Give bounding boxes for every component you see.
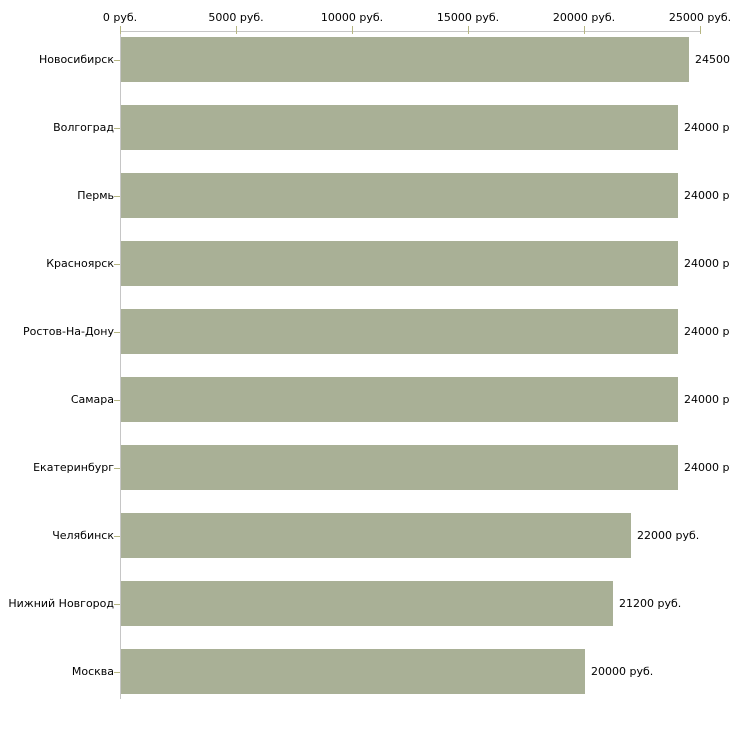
x-axis-tick [120, 26, 121, 34]
value-label: 24000 руб. [684, 461, 730, 474]
value-label: 24000 руб. [684, 393, 730, 406]
bar [121, 37, 689, 82]
bar [121, 309, 678, 354]
category-label: Красноярск [46, 257, 114, 270]
value-label: 20000 руб. [591, 665, 654, 678]
x-axis-tick-label: 25000 руб. [668, 11, 730, 24]
category-label: Нижний Новгород [8, 597, 114, 610]
category-label: Новосибирск [38, 53, 114, 66]
bar [121, 649, 585, 694]
y-axis-tick [114, 264, 120, 265]
y-axis-tick [114, 60, 120, 61]
y-axis-tick [114, 604, 120, 605]
category-label: Ростов-На-Дону [22, 325, 114, 338]
x-axis-tick-label: 5000 руб. [208, 11, 264, 24]
y-axis-tick [114, 672, 120, 673]
y-axis-line [120, 31, 121, 699]
bar [121, 445, 678, 490]
y-axis-tick [114, 468, 120, 469]
y-axis-tick [114, 196, 120, 197]
category-label: Волгоград [53, 121, 114, 134]
category-label: Москва [71, 665, 114, 678]
bar [121, 105, 678, 150]
y-axis-tick [114, 536, 120, 537]
x-axis-tick-label: 10000 руб. [320, 11, 384, 24]
x-axis-tick-label: 15000 руб. [436, 11, 500, 24]
bar [121, 377, 678, 422]
category-label: Екатеринбург [33, 461, 114, 474]
x-axis-tick-label: 20000 руб. [552, 11, 616, 24]
bar [121, 581, 613, 626]
value-label: 24500 руб. [695, 53, 730, 66]
y-axis-tick [114, 128, 120, 129]
value-label: 21200 руб. [619, 597, 682, 610]
y-axis-tick [114, 332, 120, 333]
x-axis-tick [352, 26, 353, 34]
category-label: Пермь [77, 189, 114, 202]
value-label: 24000 руб. [684, 325, 730, 338]
x-axis-tick [236, 26, 237, 34]
bar [121, 513, 631, 558]
value-label: 24000 руб. [684, 189, 730, 202]
bar [121, 173, 678, 218]
value-label: 24000 руб. [684, 257, 730, 270]
bar [121, 241, 678, 286]
y-axis-tick [114, 400, 120, 401]
value-label: 22000 руб. [637, 529, 700, 542]
x-axis-line [120, 31, 701, 32]
category-label: Самара [70, 393, 114, 406]
x-axis-tick [584, 26, 585, 34]
x-axis-tick [468, 26, 469, 34]
x-axis-tick-label: 0 руб. [102, 11, 138, 24]
x-axis-tick [700, 26, 701, 34]
value-label: 24000 руб. [684, 121, 730, 134]
category-label: Челябинск [52, 529, 114, 542]
